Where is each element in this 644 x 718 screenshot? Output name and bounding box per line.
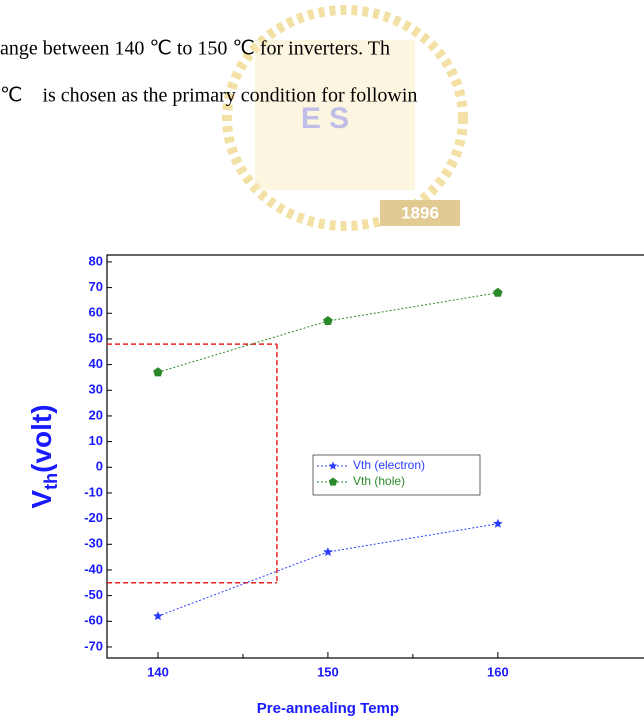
y-tick-label: -20 [84,510,103,525]
y-tick-label: 70 [89,279,103,294]
marker [153,367,163,376]
y-tick-label: -30 [84,536,103,551]
text-line: ange between 140 ℃ to 150 ℃ for inverter… [0,38,390,60]
y-tick-label: 80 [89,253,103,268]
chart: -70 -60 -50 -40 -30 -20 -10 0 10 20 30 40 50 60 70 80 14… [26,253,644,717]
y-tick-label: -10 [84,484,103,499]
x-tick-label: 150 [317,664,339,679]
x-axis-label: Pre-annealing Temp [257,700,399,717]
page: E S 1896 ange between 140 ℃ to 150 ℃ for… [0,0,644,718]
y-axis-label-unit: (volt) [26,404,57,472]
logo-year: 1896 [401,203,439,222]
x-tick-label: 160 [487,664,509,679]
marker [323,547,333,556]
y-axis-label-sub: th [41,473,61,490]
y-tick-label: 20 [89,407,103,422]
y-tick-label: 0 [96,459,103,474]
series-line [158,524,498,616]
y-tick-label: 40 [89,356,103,371]
marker [153,611,163,620]
y-tick-label: -70 [84,638,103,653]
text-line: ℃ is chosen as the primary condition for… [0,85,417,107]
logo-letters: E S [301,102,349,135]
y-tick-label: 10 [89,433,103,448]
y-tick-label: -50 [84,587,103,602]
y-tick-label: -60 [84,613,103,628]
series-line [158,293,498,373]
marker [493,288,503,297]
y-axis-label-main: V [26,490,57,509]
legend-label: Vth (hole) [353,474,405,488]
y-tick-label: -40 [84,561,103,576]
marker [323,316,333,325]
y-axis-label: Vth(volt) [26,404,60,508]
y-tick-label: 60 [89,305,103,320]
legend-label: Vth (electron) [353,458,425,472]
marker [493,519,503,528]
y-tick-label: 50 [89,330,103,345]
x-tick-label: 140 [147,664,169,679]
y-tick-label: 30 [89,382,103,397]
